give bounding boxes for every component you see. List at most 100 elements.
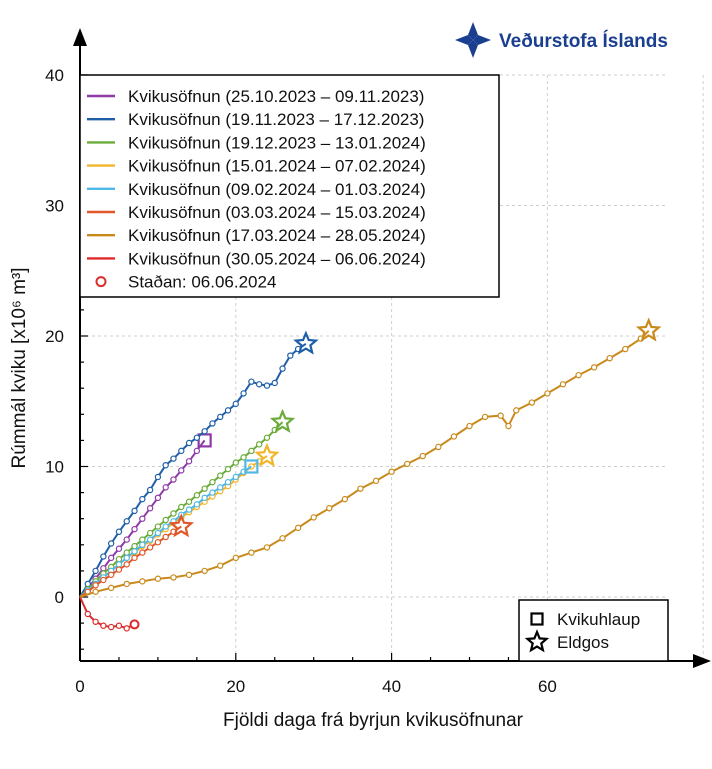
y-tick-label: 40	[45, 66, 64, 85]
y-tick-label: 0	[55, 588, 64, 607]
x-axis-title: Fjöldi daga frá byrjun kvikusöfnunar	[223, 710, 524, 731]
legend-label: Staðan: 06.06.2024	[128, 273, 276, 292]
data-point	[224, 478, 232, 486]
vedurstofa-logo: Veðurstofa Íslands	[455, 22, 668, 58]
data-point	[248, 378, 255, 385]
symbol-legend: Kvikuhlaup Eldgos	[518, 599, 669, 662]
data-point	[100, 565, 107, 572]
data-point	[193, 447, 201, 455]
y-axis-title: Rúmmál kviku [x10⁶ m³]	[9, 267, 30, 468]
data-point	[209, 478, 216, 486]
data-point	[139, 495, 146, 503]
data-point	[185, 498, 193, 505]
data-point	[178, 503, 185, 511]
data-point	[115, 528, 123, 535]
data-point	[388, 468, 395, 475]
data-point	[92, 567, 99, 575]
legend: Kvikusöfnun (25.10.2023 – 09.11.2023) Kvi…	[79, 74, 500, 298]
data-point	[139, 578, 146, 585]
data-point	[248, 549, 255, 556]
data-point	[497, 412, 504, 419]
x-tick-label: 40	[382, 677, 401, 696]
data-point	[115, 566, 123, 573]
data-point	[170, 455, 177, 462]
data-point	[201, 567, 208, 575]
series-6	[79, 513, 195, 598]
data-point	[154, 575, 162, 582]
data-point	[123, 554, 130, 562]
data-point	[294, 524, 302, 532]
logo-text: Veðurstofa Íslands	[499, 30, 668, 52]
series-7	[79, 317, 662, 598]
data-point	[559, 381, 567, 388]
data-point	[131, 525, 138, 533]
data-point	[232, 473, 239, 481]
series-8	[79, 596, 135, 632]
data-point	[84, 610, 91, 618]
data-point	[146, 529, 154, 537]
legend-status-marker	[95, 276, 107, 288]
data-point	[217, 484, 224, 491]
data-point	[123, 518, 130, 525]
data-point	[287, 352, 294, 359]
data-point	[92, 588, 99, 595]
data-point	[131, 507, 138, 515]
data-point	[279, 365, 286, 372]
square-legend-icon	[530, 612, 544, 626]
series-layer	[79, 317, 662, 632]
legend-label: Kvikusöfnun (17.03.2024 – 28.05.2024)	[128, 226, 426, 245]
data-point	[372, 477, 380, 485]
data-point	[154, 494, 162, 502]
data-point	[123, 580, 130, 588]
x-tick-label: 0	[75, 677, 84, 696]
data-point	[310, 514, 317, 521]
end-star-marker	[293, 330, 319, 355]
data-point	[193, 501, 201, 508]
data-point	[513, 407, 520, 414]
data-point	[170, 574, 177, 581]
data-point	[505, 422, 512, 430]
end-star-marker	[269, 408, 296, 433]
data-point	[590, 364, 598, 371]
data-point	[419, 452, 426, 460]
data-point	[162, 523, 169, 530]
series-2	[79, 330, 319, 598]
legend-label: Kvikusöfnun (03.03.2024 – 15.03.2024)	[128, 203, 426, 222]
star-legend-icon	[524, 629, 550, 653]
data-point	[178, 467, 185, 474]
data-point	[131, 542, 138, 550]
data-point	[193, 434, 201, 441]
legend-label: Kvikusöfnun (25.10.2023 – 09.11.2023)	[128, 87, 424, 106]
logo-mark-icon	[455, 22, 491, 58]
data-point	[217, 472, 224, 479]
data-point	[232, 400, 239, 408]
data-point	[435, 443, 442, 451]
data-point	[263, 382, 271, 389]
data-point	[185, 506, 193, 513]
data-point	[107, 571, 115, 579]
data-point	[146, 544, 154, 551]
data-point	[357, 485, 364, 492]
y-tick-label: 20	[45, 327, 64, 346]
x-tick-label: 20	[226, 677, 245, 696]
data-point	[232, 459, 239, 466]
end-square-marker	[244, 459, 259, 474]
y-tick-label: 30	[45, 197, 64, 216]
data-point	[481, 413, 489, 421]
data-point	[185, 439, 193, 447]
data-point	[279, 535, 286, 542]
data-point	[224, 407, 232, 414]
data-point	[606, 354, 613, 362]
data-point	[146, 536, 154, 543]
data-point	[170, 476, 177, 483]
end-star-marker	[635, 317, 662, 342]
data-point	[107, 584, 115, 592]
data-point	[131, 548, 138, 555]
end-star-marker	[254, 442, 280, 467]
data-point	[146, 486, 154, 494]
data-point	[100, 622, 107, 629]
data-point	[92, 618, 99, 625]
data-point	[466, 422, 473, 430]
data-point	[201, 485, 208, 492]
data-point	[263, 434, 271, 441]
